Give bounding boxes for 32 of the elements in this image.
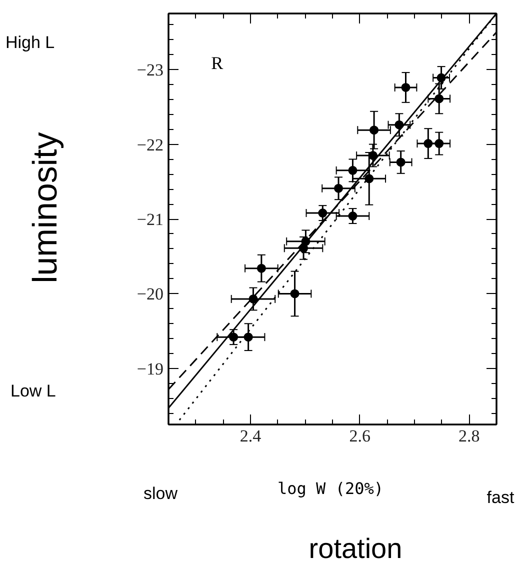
annotation: R — [211, 52, 224, 73]
y-tick-label: −20 — [136, 284, 164, 304]
y-axis-title: luminosity — [26, 132, 64, 284]
point — [348, 212, 358, 221]
x-axis-title: log W (20%) — [278, 479, 384, 498]
text: High L — [6, 32, 55, 52]
point — [229, 332, 238, 342]
point — [434, 94, 444, 104]
text: slow — [143, 484, 178, 503]
point — [364, 174, 374, 184]
y-tick-label: −19 — [136, 359, 164, 378]
x-tick-label: 2.8 — [458, 426, 480, 446]
x-tick-label: 2.4 — [240, 426, 262, 446]
point — [348, 166, 358, 175]
text: rotation — [308, 533, 402, 564]
point — [334, 184, 344, 193]
point — [290, 289, 300, 298]
point — [424, 139, 433, 148]
y-tick-label: −23 — [136, 60, 164, 80]
point — [401, 82, 410, 92]
point — [370, 126, 379, 135]
point — [256, 264, 266, 273]
y-tick-label: −21 — [136, 210, 164, 229]
y-tick-label: −22 — [136, 135, 164, 154]
text: Low L — [10, 382, 56, 401]
text: fast — [486, 488, 514, 507]
point — [244, 332, 253, 342]
point — [434, 139, 444, 148]
point — [248, 294, 258, 304]
point — [396, 158, 406, 167]
point — [318, 208, 328, 218]
x-tick-label: 2.6 — [349, 426, 370, 446]
